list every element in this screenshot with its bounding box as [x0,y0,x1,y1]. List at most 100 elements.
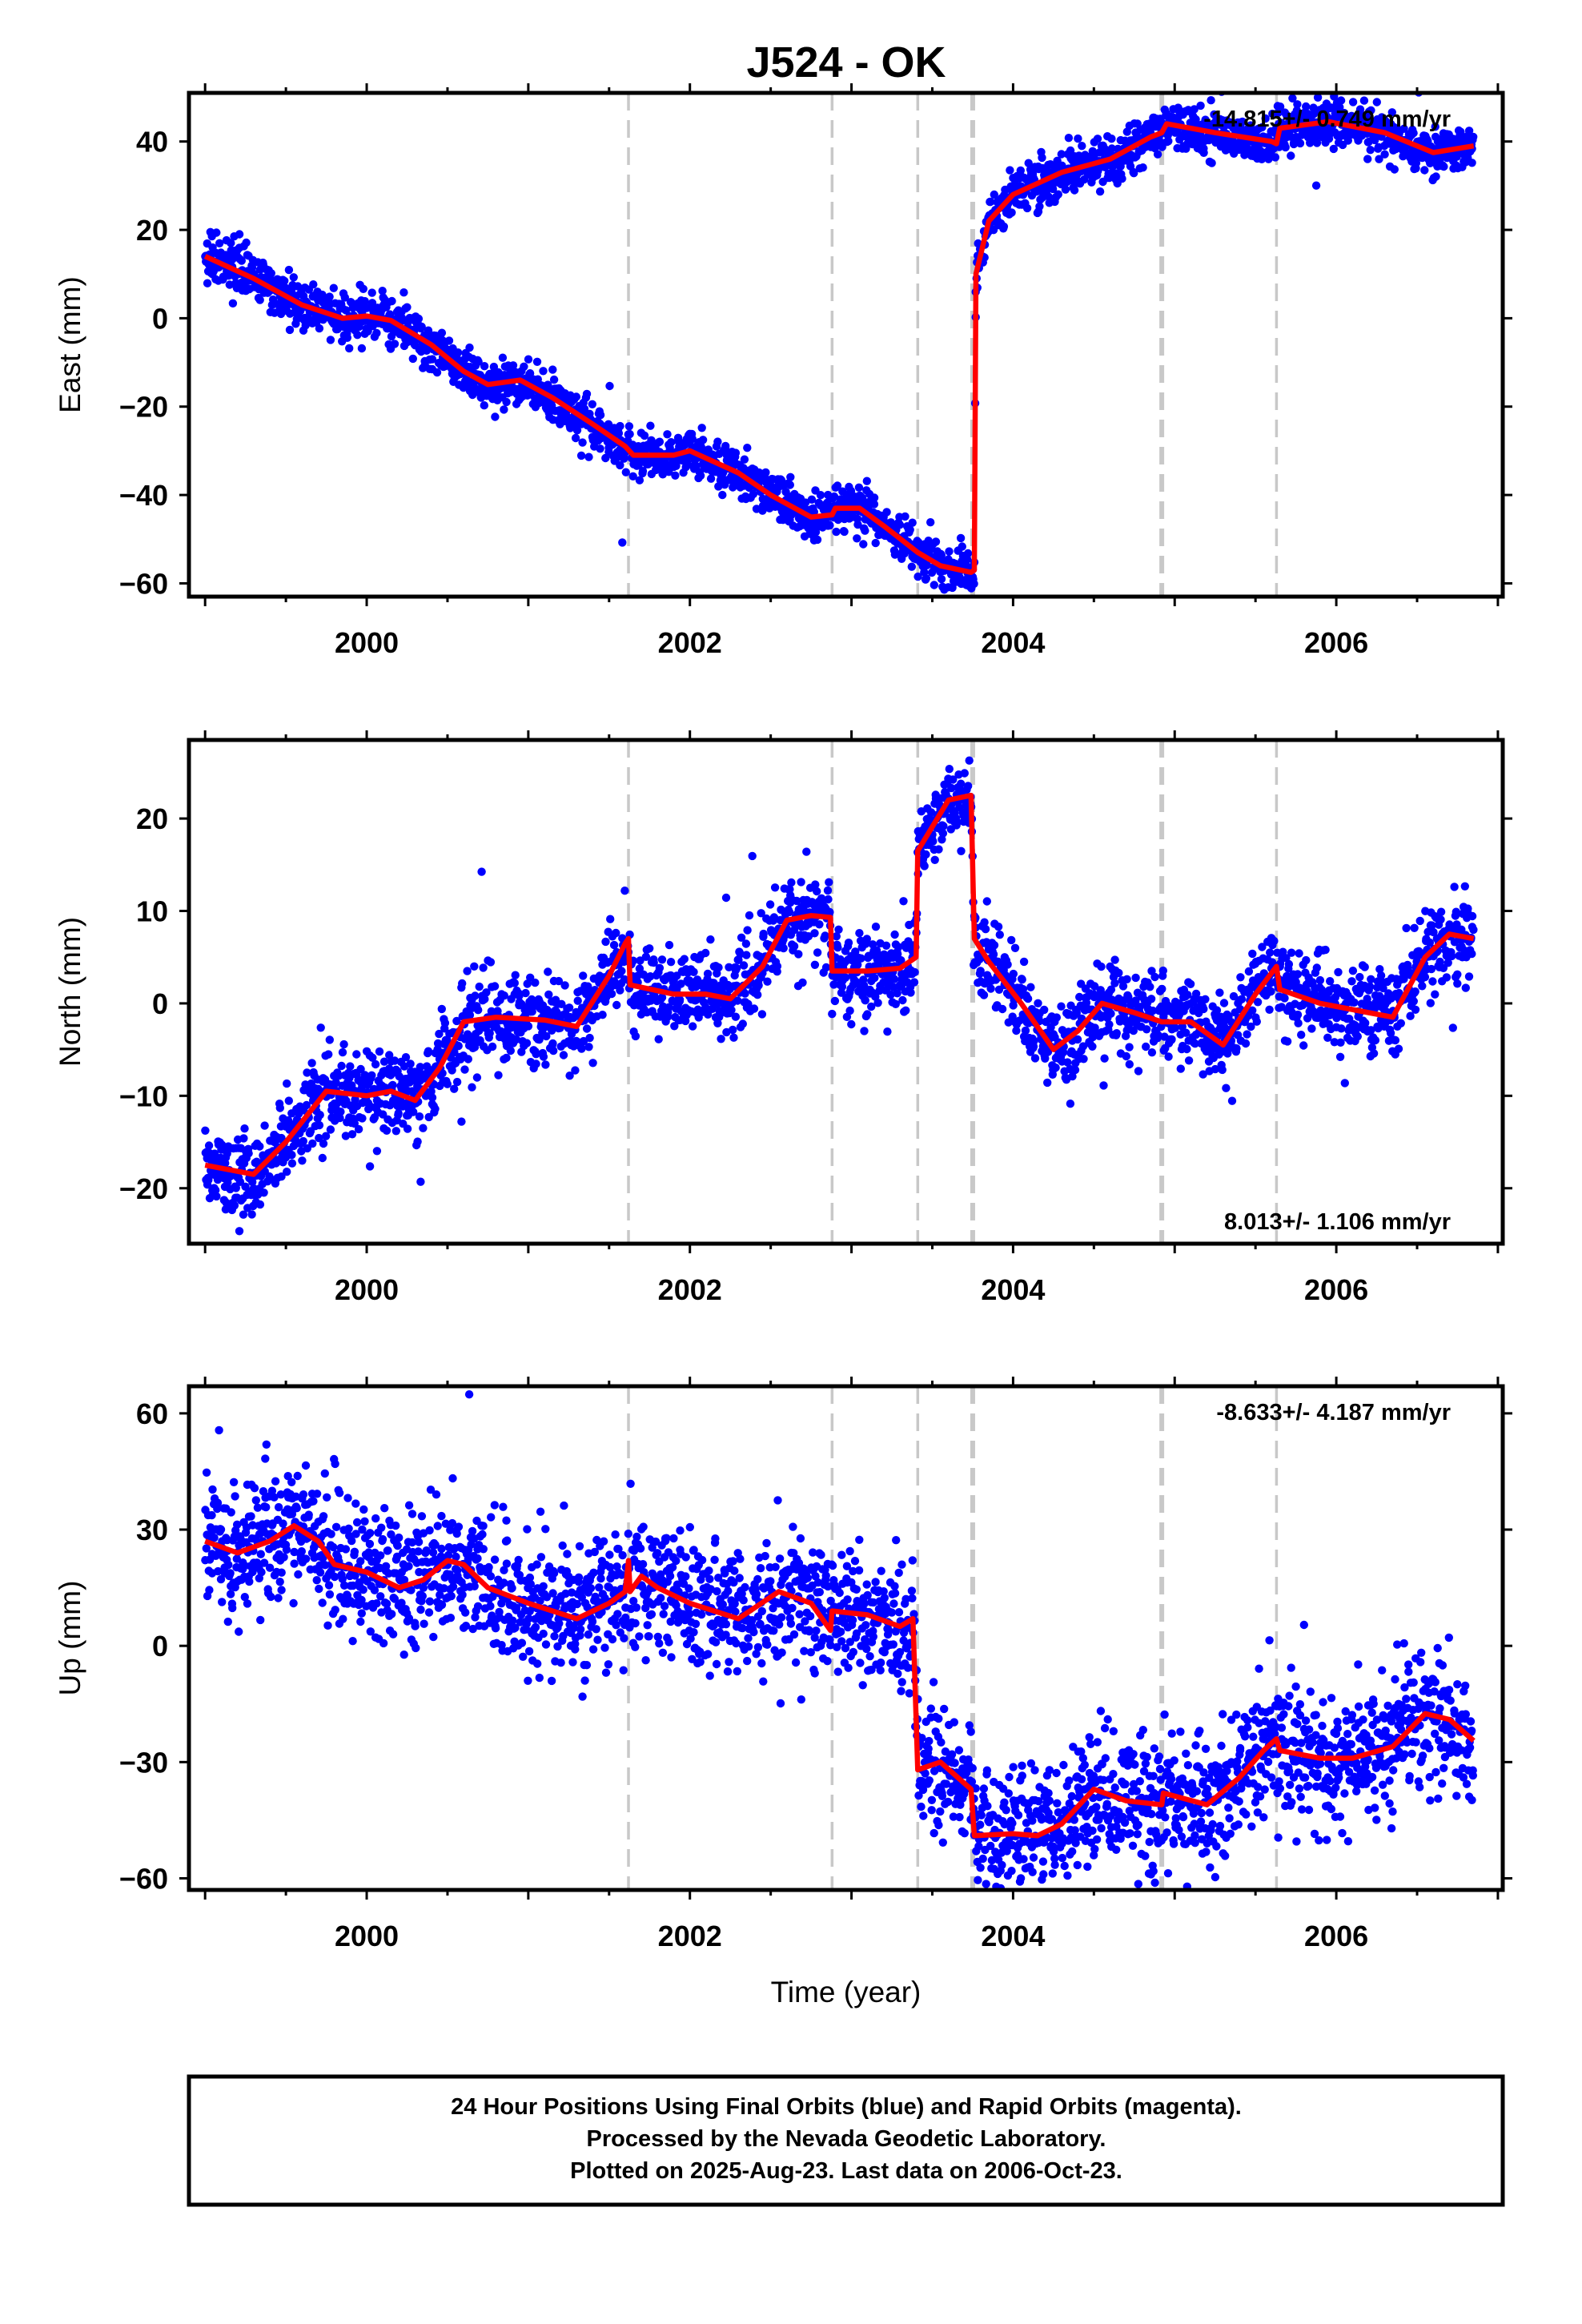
data-point [733,996,742,1005]
data-point [1372,98,1382,107]
data-point [1131,996,1140,1005]
data-point [1061,185,1070,194]
data-point [255,296,264,304]
data-point [754,981,763,990]
data-point [667,438,676,447]
data-point [1023,994,1033,1003]
data-point [1142,1025,1151,1034]
data-point [580,404,589,413]
data-point [765,900,775,909]
data-point [737,933,746,943]
data-point [738,1019,747,1028]
data-point [549,1046,558,1055]
data-point [789,942,799,951]
data-point [1295,949,1303,958]
data-point [986,197,995,207]
data-point [479,963,488,972]
data-point [1110,979,1119,987]
data-point [1016,166,1026,175]
data-point [769,913,779,922]
data-point [435,1029,444,1039]
data-point [807,495,817,504]
data-point [394,1109,403,1118]
data-point [360,296,369,306]
data-point [319,1139,328,1148]
data-point [283,1079,291,1088]
data-point [1468,159,1476,167]
data-point [1330,1038,1339,1047]
data-point [419,1124,428,1132]
data-point [511,971,520,979]
data-point [500,405,508,414]
data-point [920,862,929,870]
data-point [986,984,995,993]
data-point [860,1027,869,1035]
data-point [1010,943,1020,953]
data-point [773,962,782,971]
data-point [524,355,533,364]
data-point [470,962,479,971]
data-point [403,303,412,312]
data-point [1293,970,1303,979]
data-point [401,1053,411,1062]
data-point [1323,1033,1332,1043]
data-point [706,474,716,483]
data-point [867,1002,876,1011]
data-point [532,1050,540,1059]
data-point [1118,982,1128,991]
data-point [354,1124,363,1134]
data-point [1329,144,1339,154]
data-point [500,991,508,1000]
data-point [741,939,751,948]
data-point [382,1126,391,1136]
data-point [1070,186,1079,195]
data-point [801,498,810,507]
data-point [1411,159,1421,167]
data-point [1371,135,1379,145]
data-point [1212,1006,1222,1015]
data-point [1258,123,1267,132]
data-point [1075,992,1084,1002]
data-point [905,525,914,534]
data-point [713,1019,722,1028]
data-point [541,1060,550,1069]
data-point [577,1044,586,1053]
y-tick-label: −40 [119,479,168,512]
data-point [1066,1100,1075,1108]
data-point [1190,105,1199,114]
data-point [557,999,566,1009]
data-point [1026,983,1035,991]
data-point [260,1121,269,1130]
data-point [1122,1051,1131,1061]
data-point [1252,1017,1262,1026]
data-point [247,1210,256,1219]
data-point [242,238,251,247]
data-point [1054,190,1063,199]
data-point [247,263,257,272]
data-point [731,448,741,457]
data-point [475,982,484,991]
data-point [616,986,624,995]
data-point [883,1027,892,1036]
data-point [1232,1044,1241,1053]
data-point [1078,1042,1088,1051]
data-point [201,1126,210,1136]
data-point [1207,159,1216,167]
data-point [1336,96,1346,105]
data-point [907,562,917,571]
data-point [617,967,626,975]
data-point [488,1042,497,1051]
data-point [390,340,400,348]
data-point [1244,967,1254,976]
data-point [930,581,939,589]
data-point [1182,1028,1191,1037]
data-point [631,1031,640,1041]
data-point [1201,995,1210,1004]
data-point [544,990,553,999]
data-point [861,996,870,1005]
data-point [1199,1004,1208,1014]
data-point [1167,1035,1176,1044]
data-point [947,783,956,793]
data-point [338,1047,347,1057]
data-point [1248,949,1257,959]
